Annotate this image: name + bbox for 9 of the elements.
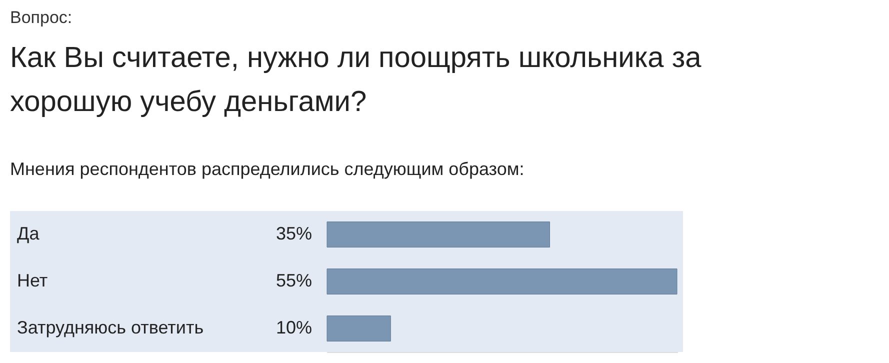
data-label: 55% (276, 270, 312, 290)
chart-title: Как Вы считаете, нужно ли поощрять школьника за хорошую учебу деньгами? (10, 42, 702, 118)
data-label: 35% (276, 224, 312, 244)
y-tick-label: Затрудняюсь ответить (17, 318, 204, 338)
y-tick-label: Нет (17, 270, 48, 290)
y-tick-label: Да (17, 224, 40, 244)
text: Вопрос: (10, 8, 72, 27)
chart-subtitle: Мнения респондентов распределились следующим образом: (10, 159, 524, 179)
data-label: 10% (276, 318, 312, 338)
